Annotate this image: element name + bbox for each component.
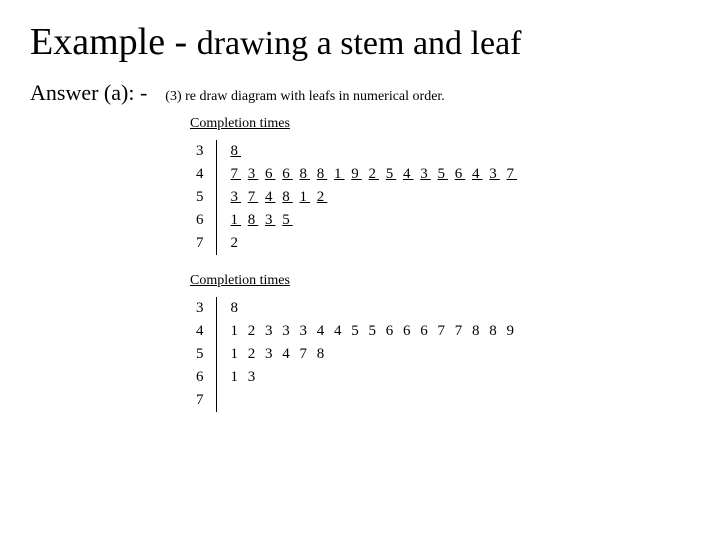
- leaf-value: 4: [403, 166, 414, 182]
- leaf-value: 2: [317, 189, 328, 205]
- leaf-value: 2: [369, 166, 380, 182]
- stemleaf-row: 53 7 4 8 1 2: [190, 186, 523, 209]
- leaf-value: 1: [231, 212, 242, 228]
- leaves-cell: 2: [216, 232, 523, 255]
- stem-cell: 6: [190, 209, 216, 232]
- stem-cell: 3: [190, 297, 216, 320]
- leaves-cell: 7 3 6 6 8 8 1 9 2 5 4 3 5 6 4 3 7: [216, 163, 523, 186]
- stem-cell: 5: [190, 186, 216, 209]
- slide-title: Example - drawing a stem and leaf: [30, 20, 690, 64]
- leaf-value: 1: [334, 166, 345, 182]
- leaf-value: 1: [300, 189, 311, 205]
- leaf-value: 5: [386, 166, 397, 182]
- leaves-cell: 8: [216, 297, 523, 320]
- leaves-cell: 8: [216, 140, 523, 163]
- leaf-value: 8: [231, 143, 242, 159]
- title-part2: drawing a stem and leaf: [197, 25, 522, 62]
- stem-cell: 5: [190, 343, 216, 366]
- leaves-cell: 1 2 3 3 3 4 4 5 5 6 6 6 7 7 8 8 9: [216, 320, 523, 343]
- diagram2-block: Completion times 3841 2 3 3 3 4 4 5 5 6 …: [190, 273, 690, 412]
- step-text: (3) re draw diagram with leafs in numeri…: [165, 89, 445, 105]
- leaf-value: 3: [231, 189, 242, 205]
- stem-cell: 4: [190, 163, 216, 186]
- stemleaf-unsorted: 3847 3 6 6 8 8 1 9 2 5 4 3 5 6 4 3 753 7…: [190, 140, 523, 255]
- stemleaf-row: 38: [190, 297, 523, 320]
- leaf-value: 8: [248, 212, 259, 228]
- leaf-value: 8: [317, 166, 328, 182]
- stem-cell: 7: [190, 232, 216, 255]
- leaf-value: 4: [472, 166, 483, 182]
- leaf-value: 3: [489, 166, 500, 182]
- leaf-value: 7: [231, 166, 242, 182]
- leaf-value: 5: [282, 212, 293, 228]
- stem-cell: 6: [190, 366, 216, 389]
- leaf-value: 3: [248, 166, 259, 182]
- stemleaf-row: 72: [190, 232, 523, 255]
- stemleaf-row: 38: [190, 140, 523, 163]
- stemleaf-row: 47 3 6 6 8 8 1 9 2 5 4 3 5 6 4 3 7: [190, 163, 523, 186]
- leaf-value: 7: [507, 166, 518, 182]
- stem-cell: 7: [190, 389, 216, 412]
- leaf-value: 6: [265, 166, 276, 182]
- diagram1-title: Completion times: [190, 116, 690, 132]
- leaf-value: 5: [438, 166, 449, 182]
- title-part1: Example -: [30, 21, 197, 63]
- leaf-value: 7: [248, 189, 259, 205]
- stemleaf-row: 7: [190, 389, 523, 412]
- leaf-value: 8: [282, 189, 293, 205]
- answer-label: Answer (a): -: [30, 80, 147, 106]
- stemleaf-sorted: 3841 2 3 3 3 4 4 5 5 6 6 6 7 7 8 8 951 2…: [190, 297, 523, 412]
- leaves-cell: [216, 389, 523, 412]
- leaf-value: 6: [455, 166, 466, 182]
- leaf-value: 3: [420, 166, 431, 182]
- leaf-value: 4: [265, 189, 276, 205]
- leaf-value: 3: [265, 212, 276, 228]
- leaves-cell: 3 7 4 8 1 2: [216, 186, 523, 209]
- stemleaf-row: 61 3: [190, 366, 523, 389]
- leaf-value: 8: [300, 166, 311, 182]
- stemleaf-row: 51 2 3 4 7 8: [190, 343, 523, 366]
- stem-cell: 3: [190, 140, 216, 163]
- diagram2-title: Completion times: [190, 273, 690, 289]
- leaf-value: 6: [282, 166, 293, 182]
- subtitle-row: Answer (a): - (3) re draw diagram with l…: [30, 80, 690, 106]
- diagram1-block: Completion times 3847 3 6 6 8 8 1 9 2 5 …: [190, 116, 690, 255]
- leaf-value: 9: [351, 166, 362, 182]
- stem-cell: 4: [190, 320, 216, 343]
- stemleaf-row: 61 8 3 5: [190, 209, 523, 232]
- stemleaf-row: 41 2 3 3 3 4 4 5 5 6 6 6 7 7 8 8 9: [190, 320, 523, 343]
- leaves-cell: 1 2 3 4 7 8: [216, 343, 523, 366]
- leaves-cell: 1 3: [216, 366, 523, 389]
- leaves-cell: 1 8 3 5: [216, 209, 523, 232]
